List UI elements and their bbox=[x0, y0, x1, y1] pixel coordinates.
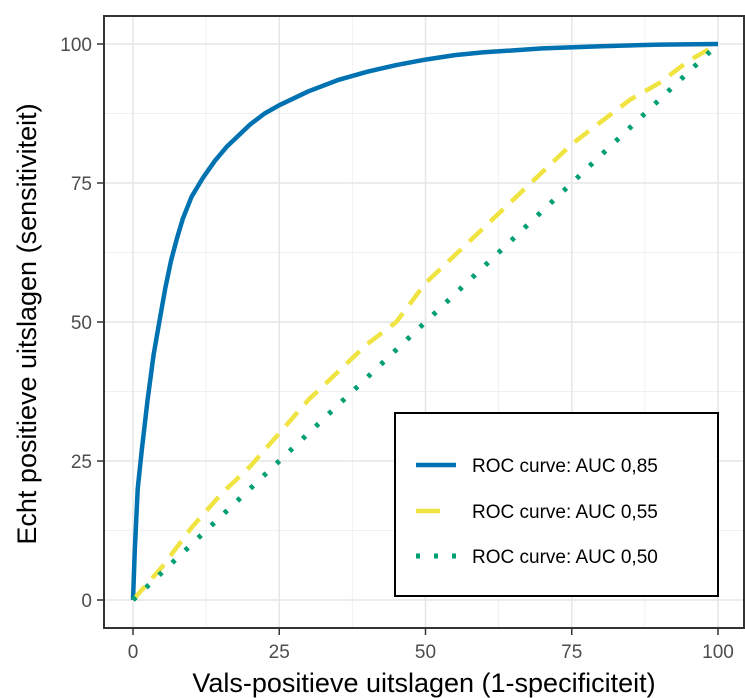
legend: ROC curve: AUC 0,85 ROC curve: AUC 0,55 RO… bbox=[394, 412, 719, 597]
y-tick-label: 75 bbox=[71, 174, 92, 195]
y-axis-title: Echt positieve uitslagen (sensitiviteit) bbox=[12, 103, 42, 544]
x-tick-label: 75 bbox=[561, 642, 582, 663]
legend-label-2: ROC curve: AUC 0,55 bbox=[472, 502, 658, 523]
legend-label-3: ROC curve: AUC 0,50 bbox=[472, 547, 658, 568]
legend-box bbox=[394, 412, 719, 597]
y-tick-label: 0 bbox=[81, 591, 92, 612]
y-tick-label: 50 bbox=[71, 313, 92, 334]
legend-label-1: ROC curve: AUC 0,85 bbox=[472, 456, 658, 477]
y-tick-label: 25 bbox=[71, 452, 92, 473]
series-line-2 bbox=[131, 42, 720, 602]
x-tick-label: 25 bbox=[269, 642, 290, 663]
x-tick-label: 50 bbox=[415, 642, 436, 663]
axes: 0 25 50 75 100 0 25 50 75 100 bbox=[60, 35, 734, 663]
series-lines bbox=[130, 41, 720, 602]
series-line-1 bbox=[130, 41, 719, 601]
x-tick-label: 0 bbox=[128, 642, 139, 663]
x-axis-title: Vals-positieve uitslagen (1-specificitei… bbox=[192, 668, 655, 698]
y-tick-label: 100 bbox=[60, 35, 92, 56]
x-tick-label: 100 bbox=[702, 642, 734, 663]
